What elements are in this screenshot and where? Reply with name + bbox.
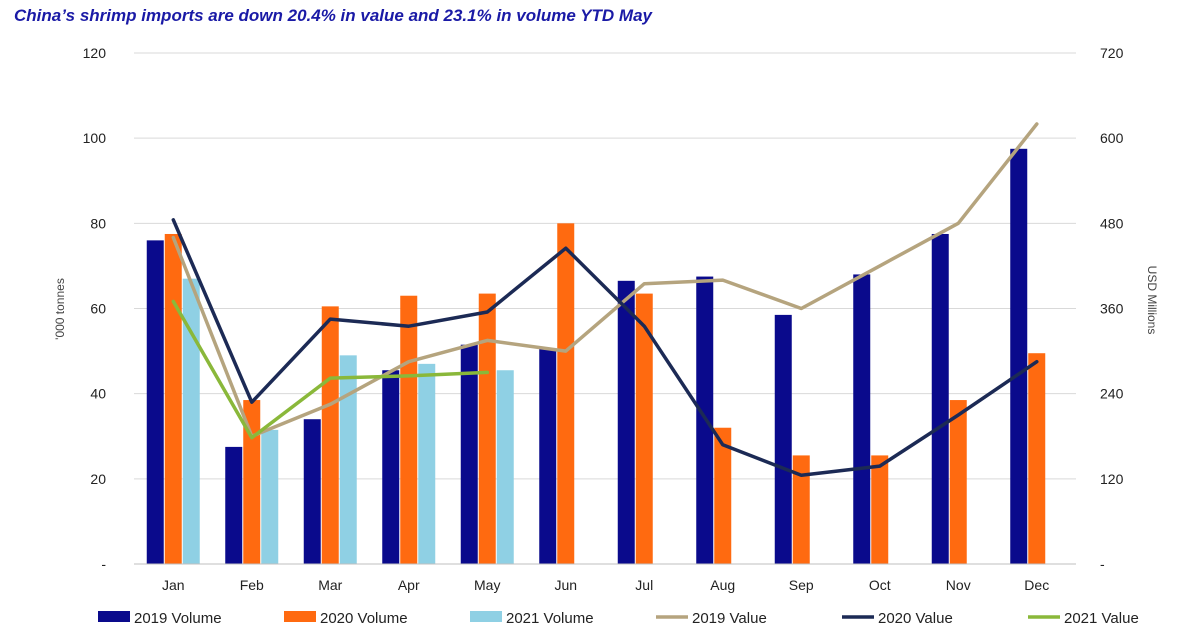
bar-2019-volume (460, 344, 478, 564)
y2-tick-label: 360 (1100, 301, 1124, 317)
bar-2021-volume (182, 278, 200, 564)
y2-tick-label: - (1100, 556, 1105, 572)
legend-swatch (284, 611, 316, 622)
line-2021-value (171, 299, 490, 440)
y-tick-label: 80 (90, 215, 106, 231)
bar-2020-volume (164, 233, 182, 564)
bar-2020-volume (1028, 353, 1046, 564)
x-tick-label: Jan (162, 577, 185, 593)
bar-2019-volume (303, 419, 321, 564)
x-tick-label: May (474, 577, 500, 593)
legend-label: 2021 Value (1064, 610, 1139, 627)
bar-2019-volume (225, 446, 243, 564)
bar-2021-volume (496, 370, 514, 564)
bar-2019-volume (774, 314, 792, 564)
y-axis-label: '000 tonnes (53, 278, 67, 340)
y-tick-label: - (101, 556, 106, 572)
x-tick-label: Mar (318, 577, 342, 593)
y-tick-label: 120 (83, 45, 107, 61)
bar-2019-volume (1010, 148, 1028, 564)
bar-2021-volume (339, 355, 357, 564)
bar-2020-volume (557, 223, 575, 565)
x-tick-label: Oct (869, 577, 891, 593)
x-tick-label: Feb (240, 577, 264, 593)
x-tick-label: Jul (635, 577, 653, 593)
y2-axis-label: USD Millions (1145, 266, 1159, 335)
bar-2020-volume (243, 400, 261, 564)
bar-2019-volume (146, 240, 164, 564)
legend-label: 2019 Volume (134, 610, 222, 627)
bar-2020-volume (321, 306, 339, 564)
y2-tick-label: 120 (1100, 471, 1124, 487)
bar-2019-volume (382, 370, 400, 564)
axes: - - 20 120 40 240 60 360 80 480 100 600 120 720 '000 t… (53, 45, 1159, 593)
bar-2020-volume (635, 293, 653, 564)
legend-swatch (98, 611, 130, 622)
y2-tick-label: 720 (1100, 45, 1124, 61)
bar-2020-volume (714, 427, 732, 564)
legend-swatch (470, 611, 502, 622)
x-tick-label: Aug (710, 577, 735, 593)
bar-2019-volume (931, 233, 949, 564)
x-tick-label: Dec (1024, 577, 1049, 593)
line-2020-value (171, 218, 1039, 478)
bar-2019-volume (617, 280, 635, 564)
value-lines (171, 122, 1039, 478)
y-tick-label: 60 (90, 301, 106, 317)
legend-label: 2019 Value (692, 610, 767, 627)
y2-tick-label: 480 (1100, 215, 1124, 231)
legend-label: 2020 Value (878, 610, 953, 627)
y-tick-label: 40 (90, 386, 106, 402)
bar-2019-volume (539, 348, 557, 564)
legend-label: 2020 Volume (320, 610, 408, 627)
bar-2019-volume (853, 274, 871, 564)
bars (146, 148, 1046, 565)
x-tick-label: Nov (946, 577, 971, 593)
y-tick-label: 100 (83, 130, 107, 146)
bar-2021-volume (418, 363, 436, 564)
x-tick-label: Jun (554, 577, 577, 593)
line-2019-value (171, 122, 1039, 439)
bar-2021-volume (261, 429, 279, 564)
bar-2020-volume (400, 295, 418, 564)
x-tick-label: Apr (398, 577, 420, 593)
bar-2020-volume (871, 455, 889, 564)
chart-title: China’s shrimp imports are down 20.4% in… (14, 6, 653, 25)
bar-2020-volume (478, 293, 496, 564)
y2-tick-label: 240 (1100, 386, 1124, 402)
y-tick-label: 20 (90, 471, 106, 487)
bar-2020-volume (949, 400, 967, 564)
y2-tick-label: 600 (1100, 130, 1124, 146)
bar-2020-volume (792, 455, 810, 564)
x-tick-label: Sep (789, 577, 814, 593)
legend-label: 2021 Volume (506, 610, 594, 627)
legend: 2019 Volume 2020 Volume 2021 Volume 2019 Va… (98, 610, 1139, 627)
